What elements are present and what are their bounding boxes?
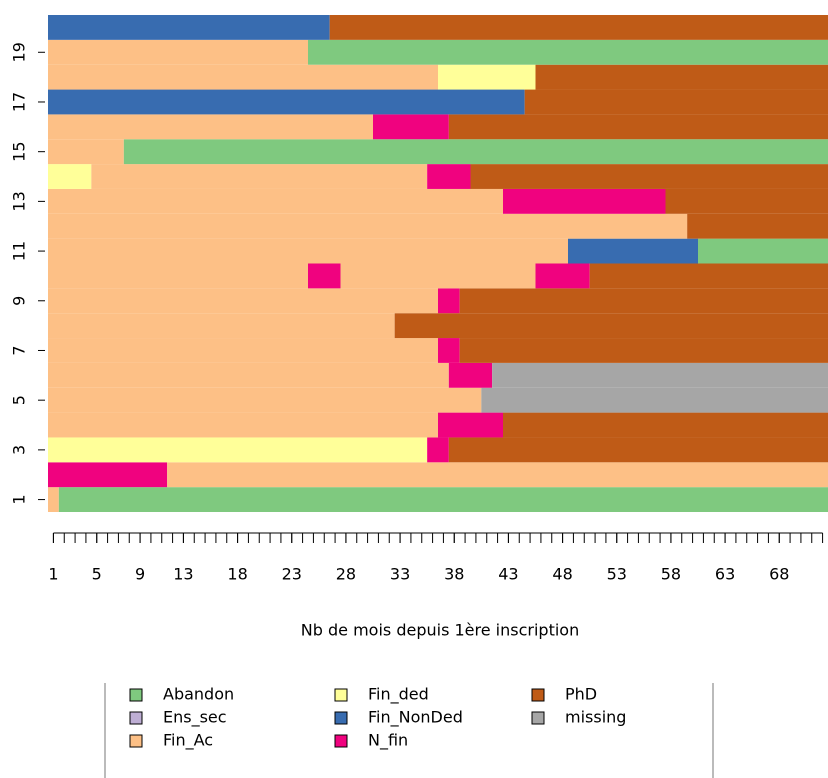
x-tick-label: 23 bbox=[282, 565, 302, 584]
sequence-segment bbox=[48, 437, 428, 463]
y-tick-label: 3 bbox=[10, 445, 29, 455]
x-tick-label: 5 bbox=[92, 565, 102, 584]
x-tick-label: 9 bbox=[135, 565, 145, 584]
legend-label: missing bbox=[565, 708, 626, 727]
sequence-segment bbox=[665, 188, 828, 214]
sequence-segment bbox=[48, 139, 124, 165]
sequence-segment bbox=[448, 362, 493, 388]
sequence-segment bbox=[340, 263, 536, 289]
sequence-segment bbox=[698, 238, 828, 264]
sequence-segment bbox=[48, 164, 92, 189]
legend-swatch bbox=[129, 734, 143, 748]
sequence-segment bbox=[48, 238, 568, 264]
sequence-segment bbox=[492, 362, 828, 388]
sequence-segment bbox=[503, 188, 666, 214]
sequence-segment bbox=[373, 114, 449, 140]
y-tick-label: 7 bbox=[10, 345, 29, 355]
sequence-segment bbox=[589, 263, 828, 289]
sequence-segment bbox=[48, 412, 438, 438]
x-tick-label: 43 bbox=[498, 565, 518, 584]
x-tick-label: 58 bbox=[661, 565, 681, 584]
legend-label: Fin_NonDed bbox=[368, 708, 463, 728]
x-tick-label: 63 bbox=[715, 565, 735, 584]
legend-swatch bbox=[334, 711, 348, 725]
sequence-segment bbox=[48, 114, 373, 140]
sequence-segment bbox=[481, 387, 828, 413]
x-tick-label: 53 bbox=[607, 565, 627, 584]
legend-label: N_fin bbox=[368, 731, 408, 751]
sequence-segment bbox=[308, 39, 828, 65]
sequence-segment bbox=[48, 15, 330, 40]
sequence-segment bbox=[48, 213, 688, 239]
y-tick-label: 19 bbox=[10, 42, 29, 62]
sequence-segment bbox=[48, 64, 438, 90]
x-tick-label: 38 bbox=[444, 565, 464, 584]
sequence-segment bbox=[48, 263, 308, 289]
x-tick-label: 33 bbox=[390, 565, 410, 584]
legend-label: Fin_Ac bbox=[163, 731, 213, 751]
x-tick-label: 13 bbox=[173, 565, 193, 584]
sequence-segment bbox=[48, 338, 438, 363]
legend-swatch bbox=[129, 688, 143, 702]
legend-label: Ens_sec bbox=[163, 708, 227, 728]
sequence-segment bbox=[48, 313, 395, 339]
sequence-segment bbox=[123, 139, 828, 165]
legend-label: Abandon bbox=[163, 685, 234, 704]
sequence-segment bbox=[48, 188, 503, 214]
sequence-segment bbox=[48, 462, 168, 488]
sequence-segment bbox=[58, 487, 828, 512]
x-tick-label: 1 bbox=[48, 565, 58, 584]
y-tick-label: 11 bbox=[10, 241, 29, 261]
sequence-segment bbox=[448, 437, 828, 463]
sequence-segment bbox=[535, 64, 828, 90]
legend-swatch bbox=[334, 734, 348, 748]
sequence-segment bbox=[48, 387, 482, 413]
legend-swatch bbox=[129, 711, 143, 725]
sequence-segment bbox=[308, 263, 341, 289]
sequence-segment bbox=[438, 288, 460, 314]
sequence-segment bbox=[438, 338, 460, 363]
legend-swatch bbox=[531, 688, 545, 702]
y-tick-label: 5 bbox=[10, 395, 29, 405]
sequence-segment bbox=[394, 313, 828, 339]
sequence-segment bbox=[48, 487, 59, 512]
sequence-segment bbox=[524, 89, 828, 115]
y-tick-label: 1 bbox=[10, 494, 29, 504]
y-tick-label: 15 bbox=[10, 141, 29, 161]
legend-label: Fin_ded bbox=[368, 685, 429, 705]
legend-label: PhD bbox=[565, 685, 597, 704]
sequence-segment bbox=[438, 64, 536, 90]
sequence-segment bbox=[48, 39, 308, 65]
sequence-segment bbox=[470, 164, 828, 189]
y-tick-label: 9 bbox=[10, 296, 29, 306]
sequence-segment bbox=[427, 437, 449, 463]
y-tick-label: 17 bbox=[10, 92, 29, 112]
x-axis-label: Nb de mois depuis 1ère inscription bbox=[301, 621, 579, 640]
sequence-segment bbox=[167, 462, 828, 488]
legend-swatch bbox=[531, 711, 545, 725]
sequence-segment bbox=[48, 288, 438, 314]
x-tick-label: 28 bbox=[336, 565, 356, 584]
x-tick-label: 68 bbox=[769, 565, 789, 584]
sequence-segment bbox=[427, 164, 471, 189]
x-tick-label: 18 bbox=[227, 565, 247, 584]
sequence-segment bbox=[329, 15, 828, 40]
sequence-segment bbox=[535, 263, 590, 289]
sequence-segment bbox=[448, 114, 828, 140]
sequence-segment bbox=[48, 362, 449, 388]
sequence-segment bbox=[687, 213, 828, 239]
sequence-segment bbox=[459, 288, 828, 314]
sequence-segment bbox=[568, 238, 698, 264]
sequence-segment bbox=[459, 338, 828, 363]
sequence-segment bbox=[503, 412, 828, 438]
sequence-segment bbox=[438, 412, 503, 438]
y-tick-label: 13 bbox=[10, 191, 29, 211]
sequence-segment bbox=[48, 89, 525, 115]
x-tick-label: 48 bbox=[552, 565, 572, 584]
legend-swatch bbox=[334, 688, 348, 702]
sequence-segment bbox=[91, 164, 428, 189]
